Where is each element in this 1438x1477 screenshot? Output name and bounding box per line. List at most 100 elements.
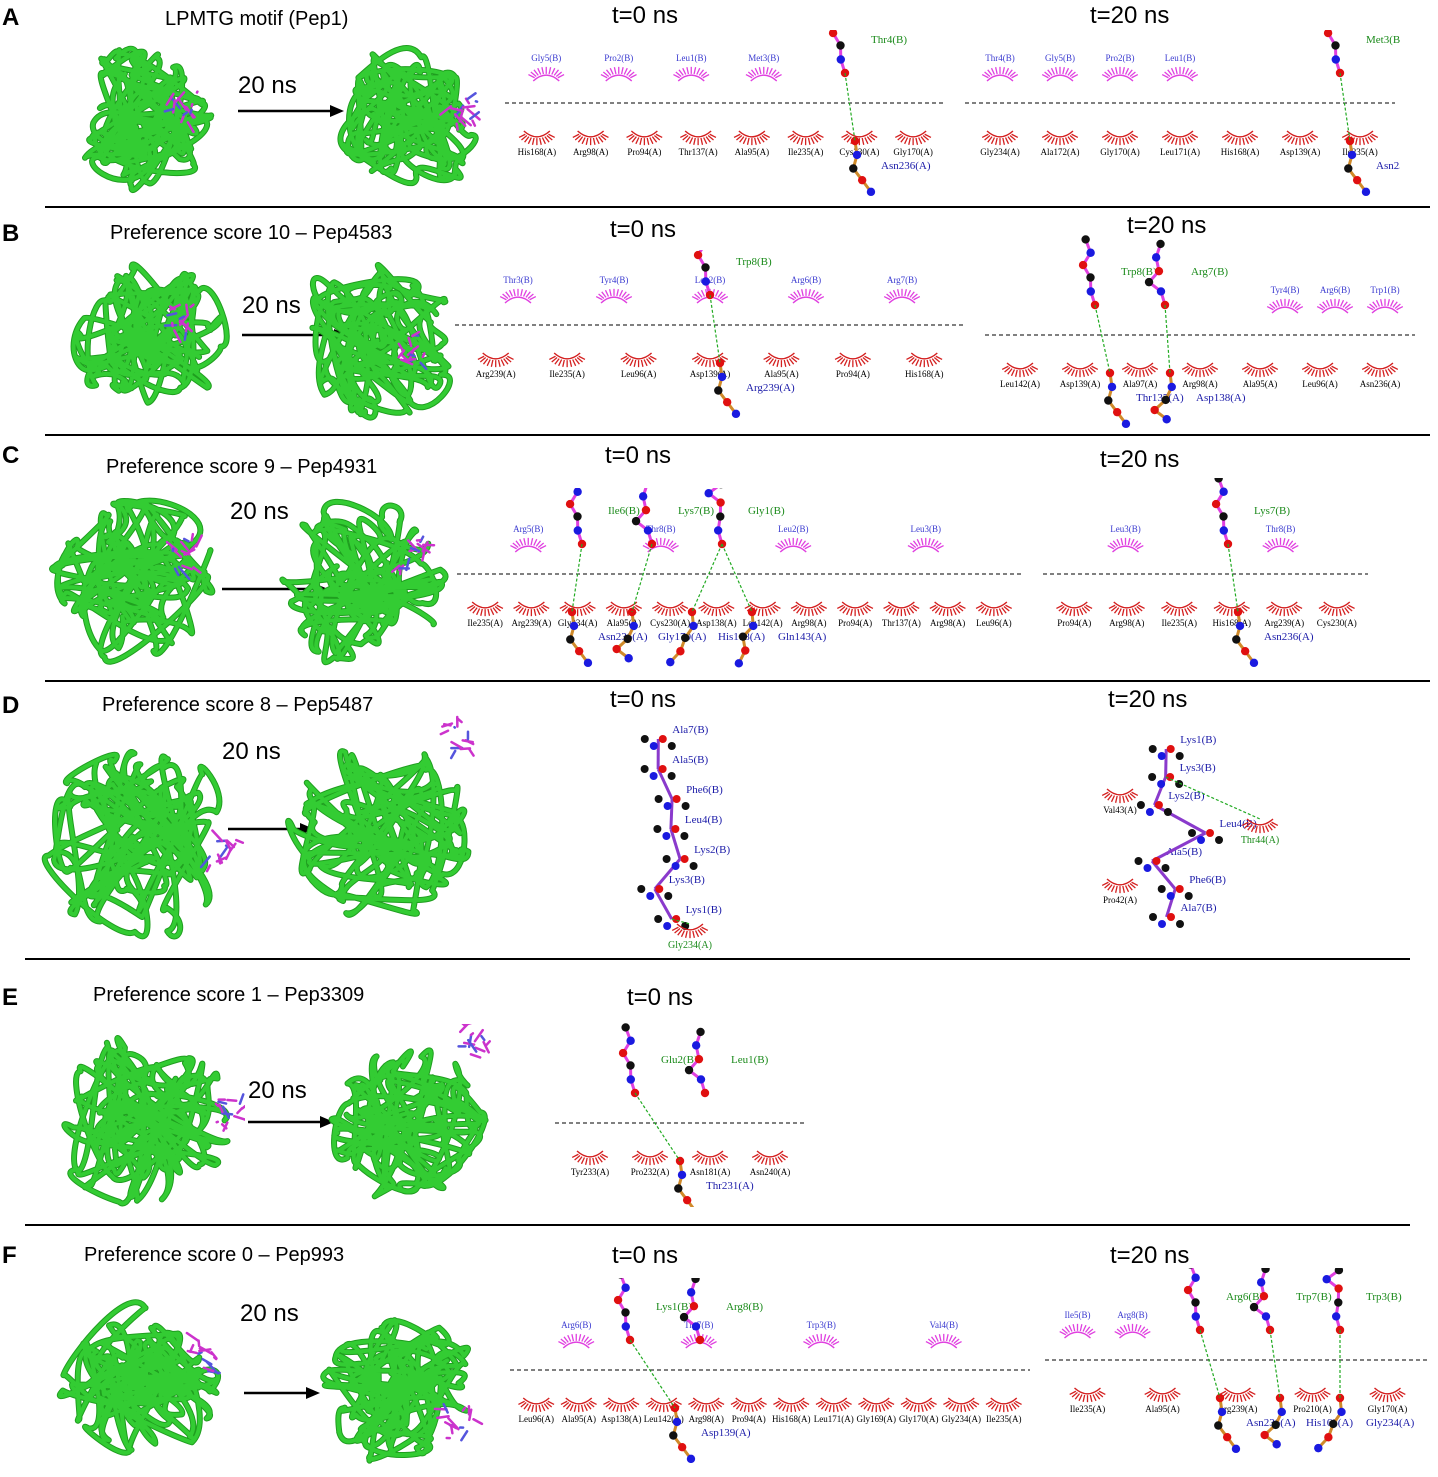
contact-label: Leu171(A) (814, 1414, 854, 1424)
t0-label: t=0 ns (610, 686, 677, 713)
contact-label: Thr3(B) (503, 275, 533, 285)
contact-label: Pro2(B) (1106, 53, 1135, 63)
hydrophobic-contact: His168(A) (905, 352, 944, 379)
contact-label: Arg98(A) (689, 1414, 724, 1424)
protein-structure-t0 (70, 261, 230, 406)
hydrophobic-contact: Gly234(A) (980, 130, 1020, 157)
contact-label: Leu2(B) (695, 275, 726, 285)
residue-molecule: Thr4(B) (828, 30, 907, 78)
duration-label: 20 ns (248, 1077, 307, 1104)
contact-label: Tyr233(A) (571, 1167, 609, 1177)
hydrophobic-contact: Asn236(A) (1360, 362, 1400, 389)
contact-label: Asp138(A) (696, 618, 737, 628)
hydrophobic-contact: Trp3(B) (803, 1320, 840, 1349)
protein-ribbon (285, 748, 472, 918)
ligplot-t20: Thr4(B) Gly5(B) Pro2(B) Leu1(B) Gly234(A) Ala… (965, 30, 1400, 197)
hydrophobic-contact: Leu96(A) (518, 1397, 555, 1424)
hydrophobic-contact: Ile5(B) (1059, 1310, 1096, 1339)
duration-label: 20 ns (238, 72, 297, 99)
hydrophobic-contact: Gly170(A) (899, 1397, 939, 1424)
residue-label: Asn236(A) (598, 631, 648, 643)
hydrophobic-contact: Pro94(A) (730, 1397, 767, 1424)
contact-label: Val4(B) (930, 1320, 959, 1330)
residue-label: Asn236(A) (1246, 1417, 1296, 1429)
hydrophobic-contact: Leu142(A) (743, 601, 783, 628)
hydrophobic-contact: Pro210(A) (1293, 1387, 1332, 1414)
residue-molecule: Lys1(B) (613, 1278, 692, 1345)
ligand-sticks (163, 303, 195, 344)
contact-label: Gly170(A) (1368, 1404, 1408, 1414)
hydrophobic-contact: Ile235(A) (1069, 1387, 1106, 1414)
hydrophobic-contact: Ala95(A) (560, 1397, 597, 1424)
t20-label: t=20 ns (1127, 212, 1207, 239)
hydrophobic-contact: Arg6(B) (558, 1320, 595, 1349)
hydrophobic-contact: Tyr233(A) (571, 1150, 609, 1177)
contact-label: Tyr4(B) (1271, 285, 1300, 295)
hydrophobic-contact: Leu1(B) (1161, 53, 1199, 82)
contact-label: Pro94(A) (1057, 618, 1091, 628)
protein-ribbon (309, 262, 453, 421)
panel-letter: B (2, 220, 20, 247)
contact-label: Ile235(A) (1070, 1404, 1106, 1414)
residue-label: Lys7(B) (1254, 505, 1290, 517)
hydrophobic-contact: Cys230(A) (1317, 601, 1357, 628)
residue-label: Leu1(B) (731, 1054, 769, 1066)
hydrophobic-contact: His168(A) (518, 130, 556, 157)
residue-label: Thr231(A) (706, 1180, 754, 1192)
contact-label: Ile235(A) (1162, 618, 1198, 628)
hydrophobic-contact: Gly169(A) (857, 1397, 896, 1424)
contact-label: Pro94(A) (836, 369, 870, 379)
residue-label: Lys7(B) (678, 505, 714, 517)
hydrophobic-contact: Ile235(A) (1161, 601, 1198, 628)
protein-structure-t0 (41, 749, 245, 940)
panel-e: E Preference score 1 – Pep3309 20 ns t=0… (0, 962, 1438, 1226)
contact-label: Ala95(A) (1243, 379, 1278, 389)
hydrophobic-contact: Arg7(B) (883, 275, 921, 304)
residue-molecule: Gly1(B) (704, 488, 785, 549)
ligand-sticks (214, 1093, 245, 1132)
ligand-sticks (439, 92, 481, 131)
t0-label: t=0 ns (610, 216, 677, 243)
protein-ribbon (279, 498, 449, 666)
hydrophobic-contact: Arg98(A) (1108, 601, 1145, 628)
residue-molecule: Arg239(A) (714, 358, 795, 419)
hydrophobic-contact: Arg98(A) (1181, 362, 1219, 389)
contact-label: Leu3(B) (1110, 524, 1141, 534)
hydrophobic-contact: Leu96(A) (1301, 362, 1339, 389)
contact-label: Leu142(A) (644, 1414, 684, 1424)
protein-structure-t0 (49, 497, 216, 665)
residue-label: Asp139(A) (701, 1427, 751, 1439)
contact-label: Asp139(A) (690, 369, 731, 379)
hydrophobic-contact: Gly5(B) (1041, 53, 1079, 82)
residue-molecule: Asn236(A) (849, 136, 931, 197)
hydrophobic-contact: Thr3(B) (499, 275, 537, 304)
residue-label: Arg8(B) (726, 1301, 763, 1313)
peptide-cluster: Ala7(B) Ala5(B) Phe6(B) Leu4(B) Lys2(B) Lys3(… (637, 724, 730, 930)
residue-label: Asn236(A) (1376, 160, 1400, 172)
residue-label: Lys1(B) (686, 904, 722, 916)
residue-molecule: His168(A) (1260, 1393, 1353, 1449)
hydrophobic-contact: Leu171(A) (814, 1397, 854, 1424)
contact-label: Ile5(B) (1065, 1310, 1091, 1320)
residue-label: Trp8(B) (736, 256, 772, 268)
hydrophobic-contact: Leu1(B) (673, 53, 710, 82)
residue-label: Asn236(A) (881, 160, 931, 172)
contact-label: Ile235(A) (986, 1414, 1022, 1424)
contact-label: Pro94(A) (627, 147, 661, 157)
ligand-sticks (397, 330, 428, 371)
residue-label: Trp3(B) (1366, 1291, 1402, 1303)
residue-molecule: Trp3(B) (1322, 1268, 1402, 1335)
residue-label: Lys2(B) (1168, 790, 1204, 802)
hydrophobic-contact: Pro232(A) (631, 1150, 669, 1177)
ligplot-t0: Thr3(B) Tyr4(B) Leu2(B) Arg6(B) Arg7(B) Arg23… (455, 250, 965, 419)
residue-label: Arg7(B) (1191, 266, 1228, 278)
hbond-line (634, 1092, 681, 1162)
hydrophobic-contact: Thr8(B) (1262, 524, 1299, 553)
contact-label: Leu1(B) (1165, 53, 1196, 63)
protein-ribbon (337, 45, 479, 187)
protein-ribbon (49, 497, 216, 665)
hydrophobic-contact: Leu171(A) (1160, 130, 1200, 157)
hydrophobic-contact: Tyr4(B) (595, 275, 633, 304)
hydrophobic-contact: His168(A) (1213, 601, 1251, 628)
hbond-line (1269, 1329, 1281, 1399)
